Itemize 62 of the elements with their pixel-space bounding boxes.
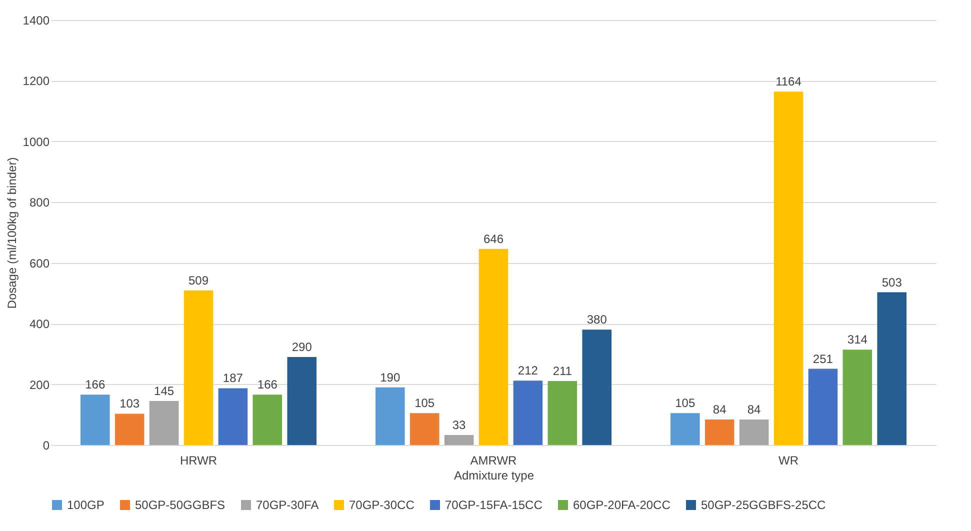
legend-label: 100GP	[67, 498, 104, 512]
data-label: 380	[586, 312, 608, 327]
bar	[287, 356, 316, 445]
data-label: 290	[292, 340, 312, 354]
data-label: 166	[85, 378, 106, 392]
y-tick-label: 800	[29, 196, 50, 210]
bar	[739, 420, 769, 445]
bar	[80, 394, 110, 445]
data-label: 314	[847, 332, 868, 347]
data-label: 33	[452, 418, 466, 432]
bar	[114, 414, 144, 445]
bar	[877, 292, 906, 445]
legend-label: 70GP-15FA-15CC	[445, 498, 543, 512]
y-tick-label: 0	[42, 438, 50, 452]
data-label: 84	[712, 402, 727, 416]
data-label: 211	[552, 364, 572, 378]
y-tick-label: 1000	[22, 134, 50, 149]
x-tick-label: HRWR	[180, 454, 218, 468]
bar	[842, 350, 872, 445]
bar	[376, 387, 405, 445]
data-label: 105	[414, 396, 435, 410]
bar	[218, 388, 248, 445]
data-label: 509	[188, 273, 209, 288]
bar	[670, 413, 700, 445]
x-tick-label: AMRWR	[470, 454, 518, 468]
legend-label: 50GP-50GGBFS	[135, 498, 226, 512]
bar	[513, 380, 543, 445]
bar	[149, 400, 179, 445]
legend-label: 60GP-20FA-20CC	[573, 498, 671, 512]
y-tick-label: 400	[29, 317, 50, 332]
legend-label: 50GP-25GGBFS-25CC	[701, 498, 826, 512]
data-label: 190	[380, 370, 400, 384]
bar	[410, 413, 440, 445]
x-tick-label: WR	[778, 454, 799, 468]
x-axis-title: Admixture type	[454, 468, 534, 482]
data-label: 251	[812, 352, 834, 366]
data-label: 212	[518, 364, 538, 378]
bar	[478, 248, 508, 445]
bar	[774, 92, 804, 445]
data-label: 1164	[776, 74, 802, 89]
y-tick-label: 200	[29, 378, 50, 392]
data-label: 84	[747, 402, 762, 416]
y-tick-label: 600	[29, 256, 50, 270]
data-label: 503	[882, 275, 902, 290]
bar	[548, 380, 578, 445]
bar	[582, 330, 612, 445]
legend-label: 70GP-30CC	[349, 498, 415, 512]
bar	[184, 290, 214, 445]
legend-label: 70GP-30FA	[256, 498, 319, 512]
data-label: 103	[120, 396, 140, 411]
bar	[808, 368, 838, 445]
bar	[444, 434, 474, 445]
y-tick-label: 1400	[22, 14, 50, 28]
data-label: 105	[675, 396, 696, 410]
data-label: 166	[257, 378, 278, 392]
y-tick-label: 1200	[22, 74, 50, 88]
bar	[252, 394, 282, 445]
data-label: 646	[483, 232, 504, 246]
y-axis-title: Dosage (ml/100kg of binder)	[4, 157, 19, 309]
bar	[704, 420, 734, 445]
data-label: 145	[154, 384, 174, 398]
data-label: 187	[222, 371, 244, 386]
